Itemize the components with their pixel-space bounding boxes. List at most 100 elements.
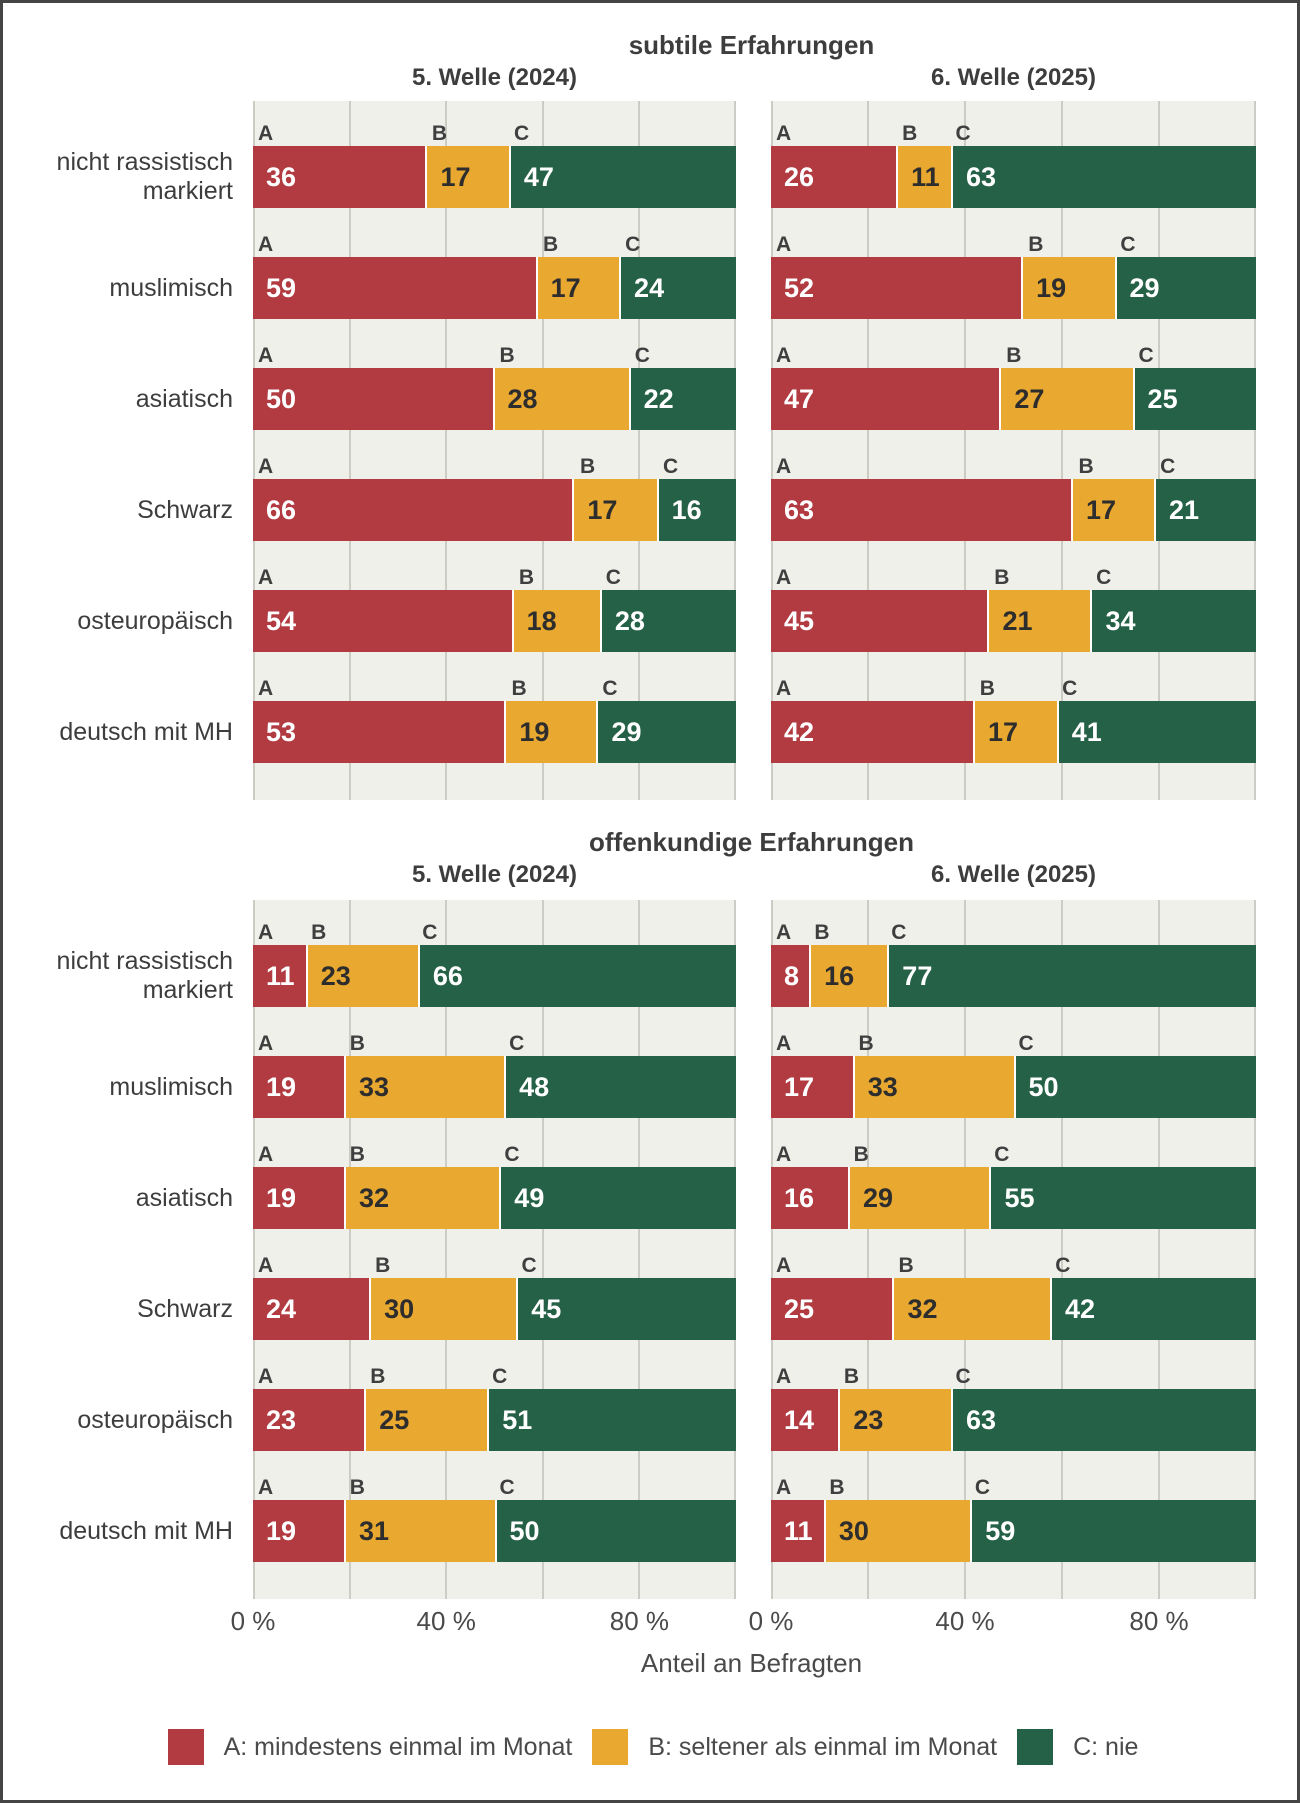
bar-row-0: A B C 26 11 63 [771,109,1256,208]
value-label: 33 [359,1071,390,1102]
segment-letter-A: A [258,344,274,367]
value-label: 47 [784,383,815,414]
gridline-60 [1061,101,1063,800]
segment-letter-C: C [625,233,641,256]
value-label: 45 [784,605,815,636]
segment-letter-C: C [1160,455,1176,478]
stacked-bar: 66 17 16 [253,479,736,541]
value-label: 19 [519,716,550,747]
x-axis-title: Anteil an Befragten [640,1648,863,1678]
bar-segment-B: 25 [366,1389,488,1451]
tick-label-0-panel1: 0 % [748,1606,794,1636]
value-label: 11 [911,161,940,192]
gridline-20 [867,101,869,800]
value-label: 48 [519,1071,550,1102]
value-label: 77 [902,960,933,991]
value-label: 42 [784,716,815,747]
gridline-0 [253,900,255,1599]
segment-letter-B: B [579,455,596,478]
bar-row-3: A B C 66 17 16 [253,442,736,541]
tick-label-80-panel1: 80 % [1129,1606,1189,1636]
bar-row-2: A B C 47 27 25 [771,331,1257,430]
legend-item-c: C: nie [1017,1729,1138,1765]
panel-s1-f0: A B C 11 23 66 A B C 19 33 48 A B C 19 32 49 A B C 24 30 45 A B C 2… [253,900,737,1599]
value-label: 53 [266,716,297,747]
bar-segment-C: 63 [952,1389,1256,1451]
panel-s0-f1: A B C 26 11 63 A B C 52 19 29 A B C 47 27 25 A B C 63 17 21 A B C 4… [771,101,1257,800]
group-label-offenkundig-4: osteuropäisch [6,1389,243,1451]
segment-letter-C: C [1096,566,1112,589]
tick-label-80-panel0: 80 % [609,1606,670,1636]
bar-row-5: A B C 19 31 50 [253,1463,736,1562]
bar-segment-B: 31 [346,1500,495,1562]
segment-letter-A: A [258,1143,274,1166]
bar-segment-B: 23 [307,945,418,1007]
bar-segment-A: 25 [771,1278,893,1340]
group-label-offenkundig-3: Schwarz [6,1278,243,1340]
bar-segment-C: 77 [889,945,1256,1007]
group-label-subtile-1: muslimisch [6,257,243,319]
segment-letter-C: C [422,921,438,944]
gridline-0 [771,101,773,800]
bar-segment-A: 11 [771,1500,824,1562]
group-label-offenkundig-5: deutsch mit MH [6,1500,243,1562]
gridline-80 [638,101,641,800]
value-label: 25 [784,1293,815,1324]
value-label: 21 [1002,605,1033,636]
section-title-offenkundig: offenkundige Erfahrungen [589,827,914,857]
stacked-bar: 53 19 29 [253,701,736,763]
bar-row-1: A B C 19 33 48 [253,1019,736,1118]
bar-row-4: A B C 23 25 51 [253,1352,736,1451]
value-label: 14 [784,1404,815,1435]
segment-letter-B: B [1006,344,1022,367]
value-label: 49 [514,1182,545,1213]
section-title-subtile: subtile Erfahrungen [628,30,875,60]
segment-letter-C: C [891,921,907,944]
bar-segment-A: 52 [771,257,1022,319]
bar-segment-B: 17 [537,257,620,319]
segment-letter-A: A [258,566,274,589]
stacked-bar: 19 32 49 [253,1167,736,1229]
facet-title-welle6-subtile: 6. Welle (2025) [931,64,1096,91]
bar-segment-A: 14 [771,1389,839,1451]
bar-segment-B: 16 [811,945,888,1007]
bar-row-3: A B C 24 30 45 [253,1241,737,1340]
stacked-bar: 17 33 50 [771,1056,1256,1118]
value-label: 47 [523,161,554,192]
segment-letter-B: B [843,1365,860,1388]
group-label-text: deutsch mit MH [59,1516,233,1545]
segment-letter-B: B [349,1143,365,1166]
bar-row-4: A B C 45 21 34 [771,553,1257,652]
stacked-bar: 52 19 29 [771,257,1256,319]
bar-segment-B: 23 [840,1389,951,1451]
value-label: 22 [643,383,674,414]
stacked-bar: 59 17 24 [253,257,736,319]
bar-segment-A: 59 [253,257,536,319]
segment-letter-B: B [1078,455,1094,478]
bar-row-5: A B C 11 30 59 [771,1463,1256,1562]
segment-letter-B: B [898,1254,914,1277]
value-label: 33 [867,1071,898,1102]
group-label-text: asiatisch [135,1183,233,1212]
bar-segment-B: 33 [346,1056,505,1118]
value-label: 17 [988,716,1019,747]
segment-letter-B: B [349,1476,365,1499]
stacked-bar: 16 29 55 [771,1167,1256,1229]
value-label: 42 [1064,1293,1095,1324]
segment-letter-A: A [258,1254,274,1277]
bar-segment-A: 50 [253,368,493,430]
bar-row-5: A B C 53 19 29 [253,664,736,763]
segment-letter-B: B [431,122,448,145]
bar-segment-C: 42 [1051,1278,1256,1340]
bar-segment-A: 17 [771,1056,853,1118]
facet-title-welle5-subtile: 5. Welle (2024) [412,64,577,91]
value-label: 31 [359,1515,390,1546]
stacked-bar: 25 32 42 [771,1278,1256,1340]
tick-label-40-panel1: 40 % [935,1606,995,1636]
